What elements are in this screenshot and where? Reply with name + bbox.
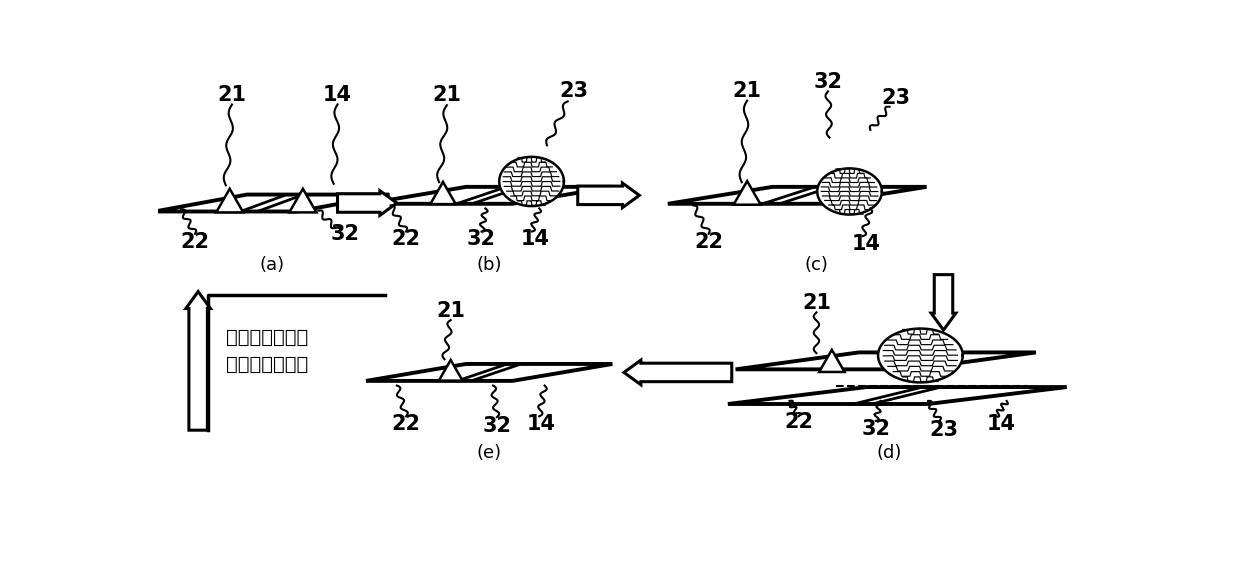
Text: 22: 22 — [784, 413, 813, 432]
Text: (a): (a) — [259, 255, 285, 274]
Polygon shape — [430, 182, 456, 204]
Polygon shape — [500, 157, 564, 206]
Polygon shape — [624, 360, 732, 385]
Polygon shape — [337, 191, 397, 215]
Polygon shape — [728, 387, 1066, 404]
Text: 32: 32 — [467, 229, 496, 249]
Text: 22: 22 — [392, 229, 420, 249]
Polygon shape — [734, 181, 760, 205]
Polygon shape — [878, 328, 962, 382]
Text: 14: 14 — [322, 85, 352, 105]
Polygon shape — [439, 360, 463, 381]
Text: 23: 23 — [929, 420, 959, 440]
Polygon shape — [366, 187, 613, 204]
Text: 32: 32 — [331, 224, 360, 244]
Text: 21: 21 — [217, 85, 247, 105]
Polygon shape — [817, 168, 882, 215]
Polygon shape — [578, 183, 640, 208]
Polygon shape — [668, 187, 926, 204]
Text: 14: 14 — [852, 234, 880, 254]
Text: 14: 14 — [521, 229, 549, 249]
Polygon shape — [186, 291, 211, 430]
Text: 32: 32 — [482, 417, 511, 436]
Text: 32: 32 — [862, 419, 890, 439]
Text: (c): (c) — [805, 255, 828, 274]
Text: 32: 32 — [813, 72, 842, 92]
Text: 23: 23 — [882, 88, 910, 108]
Text: 制备纵向异质结: 制备纵向异质结 — [226, 355, 308, 374]
Text: (d): (d) — [877, 444, 903, 462]
Text: 23: 23 — [559, 81, 589, 101]
Text: (b): (b) — [476, 255, 502, 274]
Text: 14: 14 — [527, 414, 556, 434]
Text: 21: 21 — [433, 85, 461, 105]
Polygon shape — [735, 352, 1035, 369]
Polygon shape — [820, 350, 844, 372]
Polygon shape — [931, 275, 956, 330]
Polygon shape — [289, 189, 316, 212]
Polygon shape — [366, 364, 613, 381]
Text: 22: 22 — [392, 414, 420, 434]
Text: 21: 21 — [802, 293, 831, 313]
Polygon shape — [155, 195, 389, 212]
Polygon shape — [216, 189, 243, 212]
Text: 21: 21 — [733, 81, 761, 101]
Text: (e): (e) — [476, 444, 502, 462]
Text: 14: 14 — [987, 414, 1016, 434]
Text: 22: 22 — [694, 232, 723, 251]
Text: 22: 22 — [181, 232, 210, 251]
Text: 循环，多次转移: 循环，多次转移 — [226, 328, 308, 347]
Text: 21: 21 — [436, 301, 465, 321]
